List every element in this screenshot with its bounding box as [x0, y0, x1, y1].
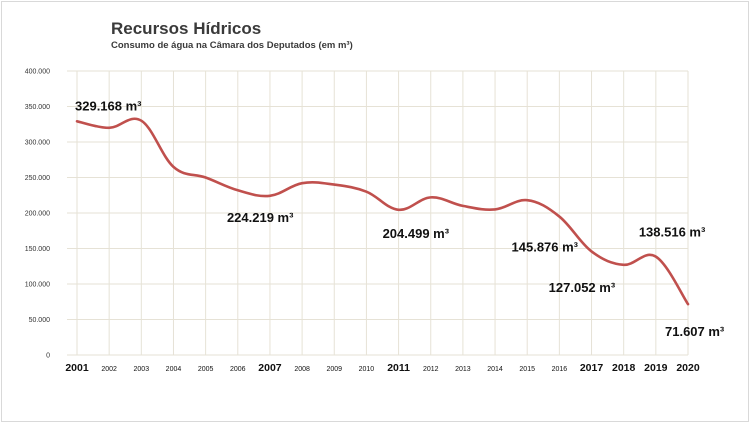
x-tick-label: 2020 [676, 362, 700, 374]
data-label: 138.516 m³ [639, 225, 706, 240]
chart-subtitle: Consumo de água na Câmara dos Deputados … [111, 40, 353, 51]
x-tick-label: 2006 [230, 366, 246, 373]
y-tick-label: 300.000 [25, 140, 50, 147]
gridlines [67, 70, 689, 356]
x-tick-label: 2003 [134, 366, 150, 373]
y-tick-label: 50.000 [29, 317, 51, 324]
data-label: 71.607 m³ [665, 324, 725, 339]
y-tick-label: 200.000 [25, 211, 50, 218]
series-line [75, 117, 690, 306]
y-axis-ticks: 400.000 350.000 300.000 250.000 200.000 150.0… [25, 69, 50, 360]
x-tick-label: 2008 [294, 366, 310, 373]
x-tick-label: 2015 [519, 366, 535, 373]
data-label: 224.219 m³ [227, 210, 294, 225]
x-tick-label: 2005 [198, 366, 214, 373]
series-group [75, 117, 690, 306]
data-labels: 329.168 m³ 224.219 m³ 204.499 m³ 145.876 m³… [75, 98, 725, 339]
x-tick-label: 2009 [326, 366, 342, 373]
data-label: 204.499 m³ [383, 226, 450, 241]
x-tick-label: 2010 [359, 366, 375, 373]
x-tick-label: 2004 [166, 366, 182, 373]
x-tick-label: 2012 [423, 366, 439, 373]
x-tick-label: 2007 [258, 362, 282, 374]
data-label: 145.876 m³ [512, 239, 579, 254]
y-tick-label: 250.000 [25, 175, 50, 182]
x-tick-label: 2016 [552, 366, 568, 373]
x-tick-label: 2018 [612, 362, 636, 374]
x-tick-label: 2013 [455, 366, 471, 373]
x-axis-ticks: 2001 2002 2003 2004 2005 2006 2007 2008 2009 2010… [65, 362, 700, 374]
x-tick-label: 2001 [65, 362, 89, 374]
x-tick-label: 2019 [644, 362, 668, 374]
y-tick-label: 400.000 [25, 69, 50, 76]
y-tick-label: 150.000 [25, 246, 50, 253]
x-tick-label: 2002 [101, 366, 117, 373]
chart-title: Recursos Hídricos [111, 19, 262, 38]
y-tick-label: 0 [46, 353, 50, 360]
x-tick-label: 2011 [387, 362, 410, 374]
y-tick-label: 100.000 [25, 282, 50, 289]
x-tick-label: 2014 [487, 366, 503, 373]
x-tick-label: 2017 [580, 362, 604, 374]
data-label: 127.052 m³ [549, 280, 616, 295]
y-tick-label: 350.000 [25, 104, 50, 111]
data-label: 329.168 m³ [75, 98, 142, 113]
